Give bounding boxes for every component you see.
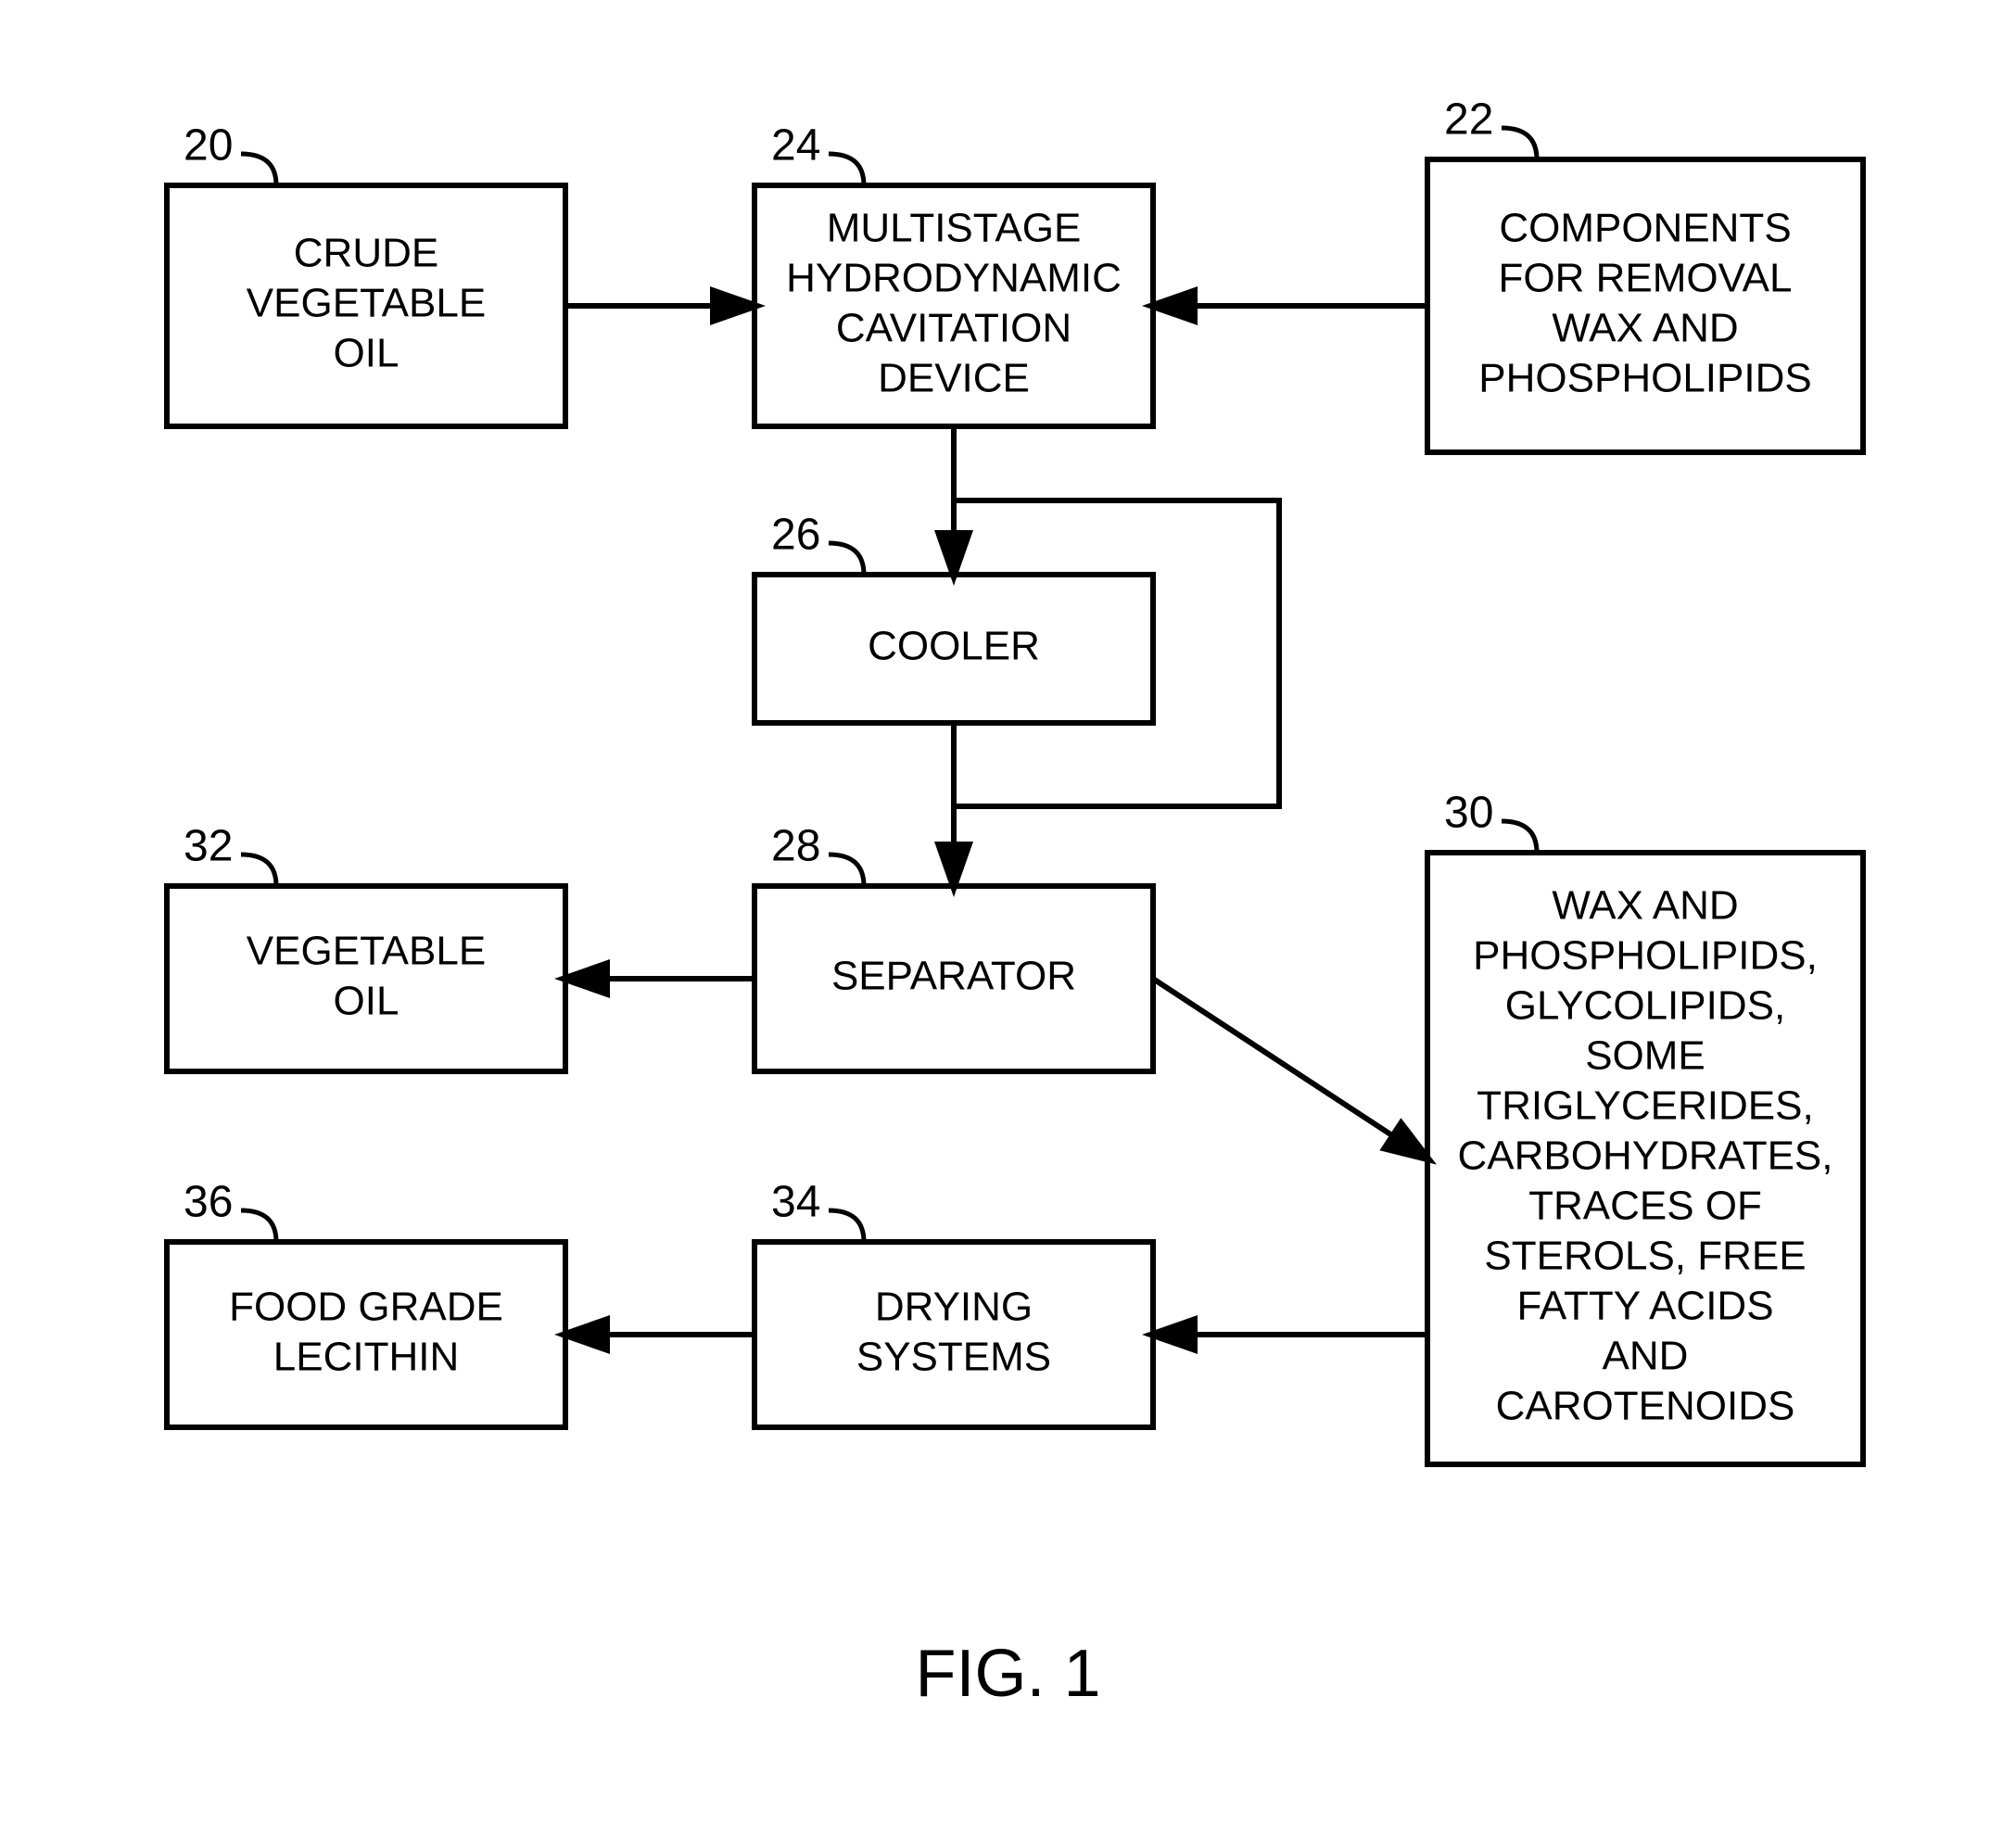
ref-36: 36 bbox=[184, 1178, 233, 1227]
node-36: FOOD GRADE LECITHIN 36 bbox=[167, 1178, 565, 1427]
ref-20: 20 bbox=[184, 121, 233, 171]
leader-36 bbox=[241, 1210, 276, 1242]
leader-20 bbox=[241, 154, 276, 185]
ref-28: 28 bbox=[771, 822, 820, 871]
ref-24: 24 bbox=[771, 121, 820, 171]
label-30-8: FATTY ACIDS bbox=[1516, 1284, 1773, 1329]
label-24-3: DEVICE bbox=[878, 356, 1030, 401]
label-30-5: CARBOHYDRATES, bbox=[1457, 1133, 1832, 1179]
label-30-3: SOME bbox=[1585, 1033, 1705, 1079]
edge-3 bbox=[1153, 979, 1427, 1159]
node-32: VEGETABLE OIL 32 bbox=[167, 822, 565, 1071]
figure-caption: FIG. 1 bbox=[915, 1637, 1100, 1711]
label-32-1: OIL bbox=[334, 979, 399, 1024]
label-20-0: CRUDE bbox=[294, 231, 438, 276]
label-20-1: VEGETABLE bbox=[247, 281, 486, 326]
label-30-1: PHOSPHOLIPIDS, bbox=[1473, 933, 1818, 979]
label-24-2: CAVITATION bbox=[836, 306, 1071, 351]
label-32-0: VEGETABLE bbox=[247, 929, 486, 974]
node-20: CRUDE VEGETABLE OIL 20 bbox=[167, 121, 565, 426]
leader-26 bbox=[829, 543, 864, 575]
leader-22 bbox=[1502, 128, 1537, 159]
ref-22: 22 bbox=[1444, 95, 1493, 145]
label-30-4: TRIGLYCERIDES, bbox=[1477, 1083, 1813, 1129]
label-22-1: FOR REMOVAL bbox=[1498, 256, 1792, 301]
label-34-0: DRYING bbox=[875, 1285, 1033, 1330]
label-34-1: SYSTEMS bbox=[856, 1335, 1051, 1380]
label-30-10: CAROTENOIDS bbox=[1496, 1384, 1795, 1429]
node-22: COMPONENTS FOR REMOVAL WAX AND PHOSPHOLIPID… bbox=[1427, 95, 1863, 452]
leader-30 bbox=[1502, 821, 1537, 853]
label-30-0: WAX AND bbox=[1552, 883, 1738, 929]
label-36-0: FOOD GRADE bbox=[229, 1285, 503, 1330]
ref-26: 26 bbox=[771, 511, 820, 560]
label-26-0: COOLER bbox=[868, 624, 1040, 669]
leader-24 bbox=[829, 154, 864, 185]
ref-30: 30 bbox=[1444, 789, 1493, 838]
label-20-2: OIL bbox=[334, 331, 399, 376]
label-28-0: SEPARATOR bbox=[831, 954, 1076, 999]
label-36-1: LECITHIN bbox=[273, 1335, 459, 1380]
label-24-0: MULTISTAGE bbox=[827, 206, 1082, 251]
label-30-2: GLYCOLIPIDS, bbox=[1505, 983, 1785, 1029]
label-22-3: PHOSPHOLIPIDS bbox=[1478, 356, 1811, 401]
label-30-6: TRACES OF bbox=[1528, 1184, 1762, 1229]
label-22-0: COMPONENTS bbox=[1499, 206, 1791, 251]
node-30: WAX ANDPHOSPHOLIPIDS,GLYCOLIPIDS,SOMETRI… bbox=[1427, 789, 1863, 1464]
leader-28 bbox=[829, 855, 864, 886]
leader-32 bbox=[241, 855, 276, 886]
node-34: DRYING SYSTEMS 34 bbox=[754, 1178, 1153, 1427]
ref-34: 34 bbox=[771, 1178, 820, 1227]
label-30-9: AND bbox=[1603, 1334, 1689, 1379]
label-22-2: WAX AND bbox=[1552, 306, 1738, 351]
node-24: MULTISTAGE HYDRODYNAMIC CAVITATION DEVICE 24 bbox=[754, 121, 1153, 426]
ref-32: 32 bbox=[184, 822, 233, 871]
leader-34 bbox=[829, 1210, 864, 1242]
label-24-1: HYDRODYNAMIC bbox=[786, 256, 1122, 301]
label-30-7: STEROLS, FREE bbox=[1484, 1234, 1806, 1279]
